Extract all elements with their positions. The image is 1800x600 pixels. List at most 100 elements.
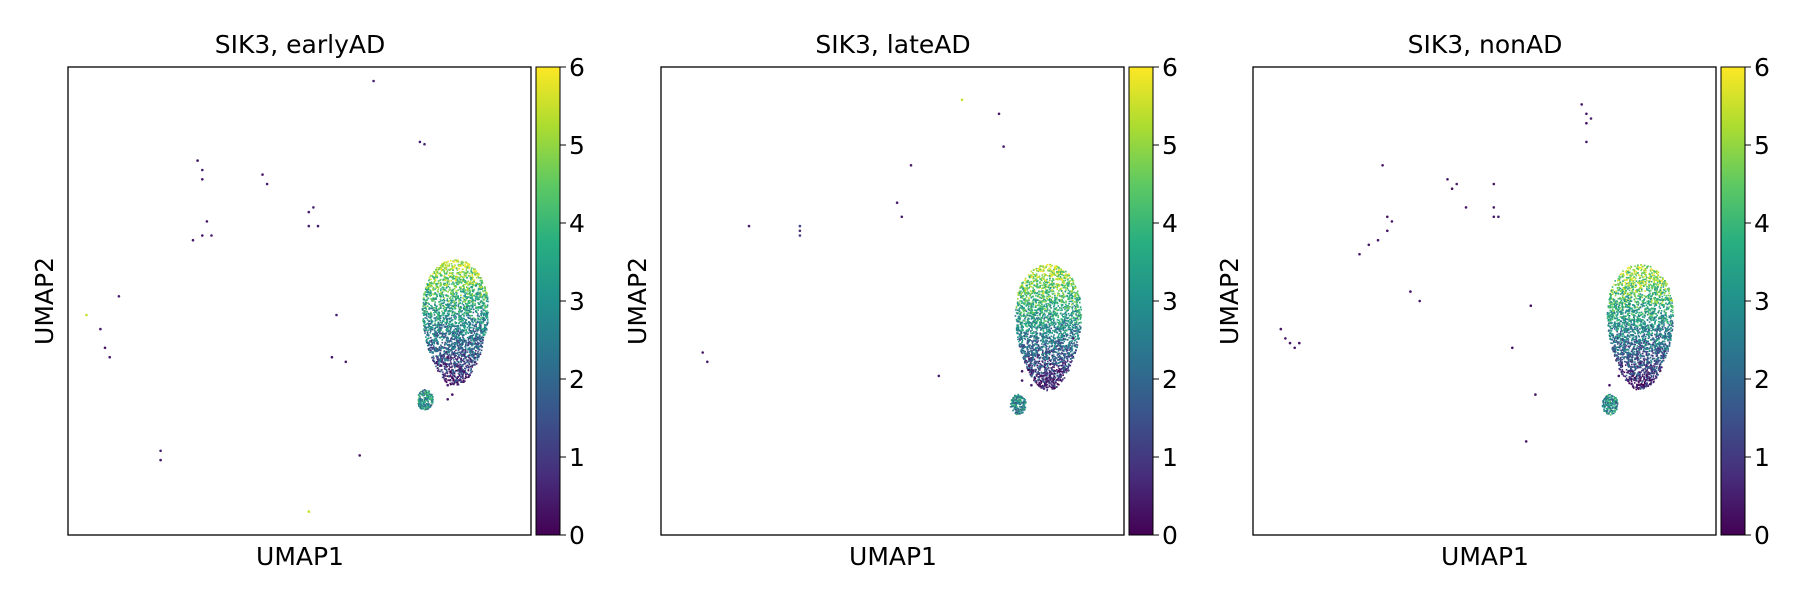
cluster-point bbox=[450, 299, 452, 302]
cluster-point bbox=[423, 311, 426, 314]
cluster-point bbox=[459, 368, 461, 370]
cluster-point bbox=[1055, 314, 1057, 317]
cluster-point bbox=[1053, 375, 1056, 377]
cluster-point bbox=[440, 323, 443, 326]
cluster-point bbox=[445, 368, 448, 371]
cluster-point bbox=[434, 293, 436, 295]
cluster-point bbox=[1051, 339, 1053, 341]
cluster-point bbox=[1045, 303, 1047, 305]
cluster-point bbox=[459, 279, 462, 281]
cluster-point bbox=[479, 296, 481, 298]
cluster-point bbox=[464, 356, 466, 358]
cluster-point bbox=[462, 271, 464, 273]
cluster-point bbox=[443, 275, 446, 277]
cluster-point bbox=[1073, 291, 1075, 294]
cluster-point bbox=[431, 394, 433, 397]
colorbar-tick-label: 6 bbox=[569, 53, 585, 82]
cluster-point bbox=[479, 323, 481, 325]
cluster-point bbox=[1075, 323, 1077, 325]
cluster-point bbox=[461, 275, 463, 278]
cluster-point bbox=[1072, 302, 1074, 305]
cluster-point bbox=[446, 276, 448, 279]
cluster-point bbox=[1057, 344, 1059, 346]
cluster-point bbox=[438, 315, 440, 317]
cluster-point bbox=[1027, 350, 1029, 353]
cluster-point bbox=[467, 376, 470, 378]
cluster-point bbox=[1049, 301, 1051, 303]
cluster-point bbox=[431, 305, 433, 308]
cluster-point bbox=[1042, 376, 1045, 378]
cluster-point bbox=[465, 347, 467, 349]
cluster-point bbox=[422, 318, 425, 320]
cluster-point bbox=[444, 344, 446, 346]
cluster-point bbox=[464, 377, 466, 380]
cluster-point bbox=[1035, 347, 1037, 350]
cluster-point bbox=[435, 309, 438, 312]
cluster-point bbox=[1039, 346, 1041, 348]
cluster-point bbox=[1065, 305, 1068, 307]
cluster-point bbox=[1075, 343, 1077, 346]
cluster-point bbox=[1020, 311, 1023, 314]
cluster-point bbox=[1036, 372, 1038, 374]
cluster-point bbox=[437, 329, 440, 331]
cluster-point bbox=[437, 360, 439, 363]
cluster-point bbox=[1043, 378, 1045, 381]
cluster-point bbox=[1045, 378, 1047, 380]
cluster-point bbox=[464, 380, 466, 382]
cluster-point bbox=[1058, 374, 1061, 377]
cluster-point bbox=[1047, 357, 1049, 359]
cluster-point bbox=[1048, 357, 1050, 359]
cluster-point bbox=[1041, 335, 1043, 338]
cluster-point bbox=[1056, 340, 1059, 342]
cluster-point bbox=[457, 339, 459, 341]
cluster-point bbox=[430, 339, 433, 342]
cluster-point bbox=[1036, 270, 1038, 272]
cluster-point bbox=[1070, 319, 1073, 322]
cluster-point bbox=[1031, 335, 1034, 337]
cluster-point bbox=[469, 337, 472, 339]
cluster-point bbox=[1056, 354, 1059, 356]
cluster-point bbox=[1037, 308, 1039, 311]
cluster-point bbox=[451, 325, 453, 327]
cluster-point bbox=[422, 308, 425, 310]
cluster-point bbox=[1044, 310, 1046, 312]
cluster-point bbox=[428, 306, 431, 309]
cluster-point bbox=[469, 352, 472, 355]
cluster-point bbox=[1019, 321, 1022, 323]
cluster-point bbox=[480, 325, 482, 328]
cluster-point bbox=[477, 348, 479, 350]
cluster-point bbox=[1063, 282, 1065, 285]
cluster-point bbox=[484, 313, 486, 316]
cluster-point bbox=[422, 405, 425, 408]
cluster-point bbox=[469, 297, 472, 299]
cluster-point bbox=[451, 278, 454, 280]
cluster-point bbox=[417, 400, 420, 402]
cluster-point bbox=[441, 334, 444, 336]
y-axis-label: UMAP2 bbox=[30, 257, 59, 345]
cluster-point bbox=[1021, 350, 1023, 353]
cluster-point bbox=[466, 306, 468, 308]
cluster-point bbox=[428, 327, 431, 330]
cluster-point bbox=[467, 349, 469, 351]
cluster-point bbox=[1022, 287, 1024, 289]
cluster-point bbox=[1053, 324, 1056, 327]
cluster-point bbox=[1034, 314, 1037, 316]
cluster-point bbox=[1051, 280, 1053, 283]
cluster-point bbox=[480, 330, 482, 332]
cluster-point bbox=[1033, 376, 1036, 378]
cluster-point bbox=[1022, 288, 1024, 290]
cluster-point bbox=[445, 380, 447, 382]
cluster-point bbox=[428, 278, 431, 281]
cluster-point bbox=[456, 278, 459, 281]
cluster-point bbox=[1046, 307, 1049, 310]
cluster-point bbox=[1066, 317, 1068, 320]
cluster-point bbox=[473, 353, 475, 355]
cluster-point bbox=[458, 364, 460, 366]
cluster-point bbox=[479, 353, 482, 356]
cluster-point bbox=[452, 330, 455, 333]
cluster-point bbox=[460, 307, 463, 309]
cluster-point bbox=[423, 322, 425, 324]
cluster-point bbox=[443, 355, 446, 357]
cluster-point bbox=[1077, 323, 1079, 326]
cluster-point bbox=[458, 361, 460, 364]
